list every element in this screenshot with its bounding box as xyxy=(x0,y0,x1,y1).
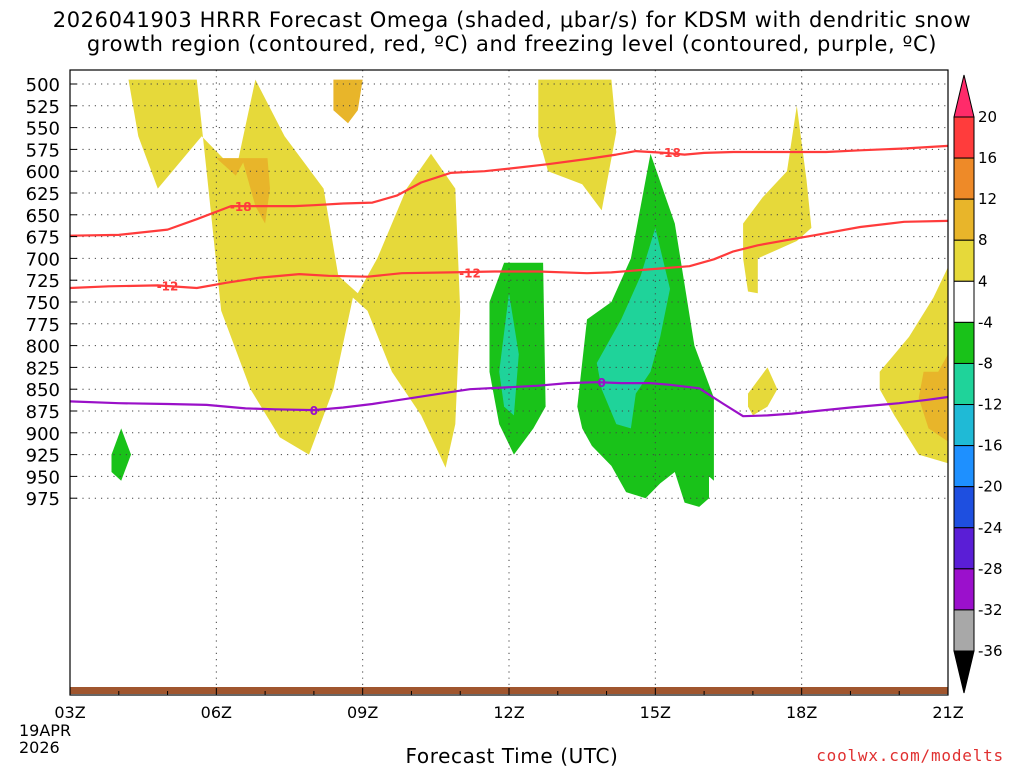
chart-title-line-2: growth region (contoured, red, ºC) and f… xyxy=(86,32,938,56)
y-tick-label-525: 525 xyxy=(26,97,60,118)
colorbar-box-6 xyxy=(953,362,975,406)
contour-label-4: 0 xyxy=(310,404,318,418)
y-tick-label-700: 700 xyxy=(26,249,60,270)
x-tick-label-09Z: 09Z xyxy=(347,703,378,722)
y-tick-label-575: 575 xyxy=(26,140,60,161)
omega-colorbar: 20 16 12 8 4 -4 -8 -12 -16 -20 -24 -28 -32 -36 xyxy=(953,74,1003,694)
colorbar-label--8: -8 xyxy=(978,354,993,372)
y-tick-label-800: 800 xyxy=(26,337,60,358)
x-tick-label-18Z: 18Z xyxy=(786,703,817,722)
colorbar-box-8 xyxy=(953,445,975,488)
colorbar-box-10 xyxy=(953,527,975,570)
y-tick-label-975: 975 xyxy=(26,489,60,510)
x-tick-label-15Z: 15Z xyxy=(640,703,671,722)
colorbar-box-0 xyxy=(953,116,975,159)
credit-link[interactable]: coolwx.com/modelts xyxy=(816,746,1004,765)
y-tick-label-900: 900 xyxy=(26,424,60,445)
y-tick-label-600: 600 xyxy=(26,162,60,183)
colorbar-box-11 xyxy=(953,568,975,611)
colorbar-bottom-arrow xyxy=(953,650,975,694)
colorbar-label-16: 16 xyxy=(978,149,997,167)
y-tick-label-625: 625 xyxy=(26,184,60,205)
colorbar-top-arrow xyxy=(953,74,975,118)
y-tick-label-925: 925 xyxy=(26,446,60,467)
colorbar-box-1 xyxy=(953,157,975,200)
x-axis-title: Forecast Time (UTC) xyxy=(405,744,619,768)
colorbar-label--32: -32 xyxy=(978,601,1003,619)
colorbar-label--20: -20 xyxy=(978,478,1003,496)
omega-region-6 xyxy=(333,79,363,124)
chart-title-line-1: 2026041903 HRRR Forecast Omega (shaded, … xyxy=(52,8,972,32)
omega-region-8 xyxy=(111,428,131,481)
y-axis: 5005255505756006256506757007257507758008… xyxy=(26,75,77,510)
init-date-line-1: 2026 xyxy=(19,738,60,757)
contour-label-2: -12 xyxy=(157,279,179,293)
omega-region-11 xyxy=(499,293,519,416)
omega-region-3 xyxy=(748,367,778,416)
grid-lines xyxy=(70,70,948,695)
y-tick-label-750: 750 xyxy=(26,293,60,314)
contour-label-5: 0 xyxy=(597,376,605,390)
x-tick-label-12Z: 12Z xyxy=(493,703,524,722)
colorbar-label--36: -36 xyxy=(978,642,1003,660)
omega-region-7 xyxy=(918,354,948,442)
contour-line-1 xyxy=(69,219,949,290)
contour-line-2 xyxy=(69,381,949,418)
omega-region-1 xyxy=(538,79,617,211)
contour-label-3: -12 xyxy=(459,266,481,280)
colorbar-label-8: 8 xyxy=(978,231,988,249)
init-date-line-0: 19APR xyxy=(19,721,71,740)
x-axis: 03Z 06Z 09Z 12Z 15Z 18Z 21Z xyxy=(54,688,964,722)
y-tick-label-950: 950 xyxy=(26,467,60,488)
colorbar-label--24: -24 xyxy=(978,519,1003,537)
contour-lines-layer: -18 -18 -12 -12 0 0 xyxy=(69,144,949,418)
contour-label-1: -18 xyxy=(659,146,681,160)
y-tick-label-850: 850 xyxy=(26,380,60,401)
colorbar-box-5 xyxy=(953,321,975,364)
y-tick-label-825: 825 xyxy=(26,358,60,379)
colorbar-box-9 xyxy=(953,486,975,529)
colorbar-label--12: -12 xyxy=(978,396,1003,414)
colorbar-box-7 xyxy=(953,404,975,447)
contour-label-0: -18 xyxy=(230,200,252,214)
colorbar-label--28: -28 xyxy=(978,560,1003,578)
contour-line-0 xyxy=(69,144,949,237)
y-tick-label-500: 500 xyxy=(26,75,60,96)
omega-region-12 xyxy=(596,227,670,429)
colorbar-label-12: 12 xyxy=(978,190,997,208)
y-tick-label-775: 775 xyxy=(26,315,60,336)
x-tick-label-21Z: 21Z xyxy=(932,703,963,722)
colorbar-label--4: -4 xyxy=(978,313,993,331)
y-tick-label-550: 550 xyxy=(26,119,60,140)
colorbar-box-4 xyxy=(953,280,975,323)
x-tick-label-03Z: 03Z xyxy=(54,703,85,722)
colorbar-label--16: -16 xyxy=(978,437,1003,455)
colorbar-label-20: 20 xyxy=(978,108,997,126)
y-tick-label-875: 875 xyxy=(26,402,60,423)
colorbar-box-2 xyxy=(953,198,975,241)
colorbar-box-12 xyxy=(953,609,975,652)
y-tick-label-725: 725 xyxy=(26,271,60,292)
y-tick-label-675: 675 xyxy=(26,228,60,249)
colorbar-label-4: 4 xyxy=(978,272,988,290)
y-tick-label-650: 650 xyxy=(26,206,60,227)
colorbar-box-3 xyxy=(953,239,975,282)
x-tick-label-06Z: 06Z xyxy=(201,703,232,722)
